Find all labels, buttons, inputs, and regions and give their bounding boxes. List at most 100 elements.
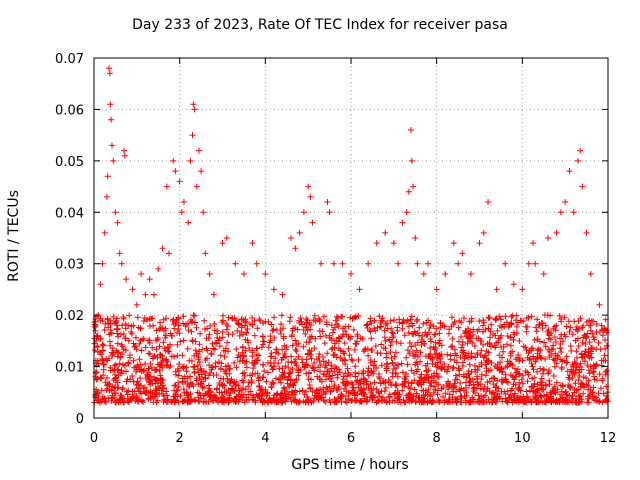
- data-point: [277, 391, 284, 398]
- data-point: [328, 322, 335, 329]
- data-point: [152, 376, 159, 383]
- data-point: [303, 324, 310, 331]
- data-point: [416, 324, 423, 331]
- data-point: [602, 345, 609, 352]
- data-point: [322, 376, 329, 383]
- data-point: [145, 396, 152, 403]
- data-point: [454, 396, 461, 403]
- data-point: [354, 333, 361, 340]
- data-point: [180, 386, 187, 393]
- data-point: [145, 350, 152, 357]
- data-point: [374, 324, 381, 331]
- data-point: [332, 399, 339, 406]
- data-point: [242, 319, 249, 326]
- data-point: [451, 383, 458, 390]
- data-point: [575, 392, 582, 399]
- data-point: [183, 368, 190, 375]
- data-point: [137, 361, 144, 368]
- data-point: [98, 387, 105, 394]
- data-point: [342, 382, 349, 389]
- data-point: [540, 367, 547, 374]
- data-point: [131, 364, 138, 371]
- data-point: [508, 313, 515, 320]
- data-point: [536, 385, 543, 392]
- data-point: [557, 391, 564, 398]
- data-point: [471, 384, 478, 391]
- data-point: [412, 342, 419, 349]
- data-point: [110, 377, 117, 384]
- data-point: [132, 334, 139, 341]
- data-point: [399, 325, 406, 332]
- data-point: [195, 147, 202, 154]
- data-point: [152, 367, 159, 374]
- data-point: [529, 375, 536, 382]
- data-point: [603, 367, 610, 374]
- data-point: [390, 366, 397, 373]
- data-point: [319, 353, 326, 360]
- data-point: [463, 399, 470, 406]
- data-point: [108, 330, 115, 337]
- data-point: [386, 336, 393, 343]
- data-point: [325, 373, 332, 380]
- data-point: [478, 338, 485, 345]
- data-point: [491, 342, 498, 349]
- data-point: [434, 387, 441, 394]
- data-point: [438, 342, 445, 349]
- data-point: [502, 260, 509, 267]
- data-point: [231, 378, 238, 385]
- data-point: [559, 358, 566, 365]
- data-point: [465, 354, 472, 361]
- data-point: [364, 346, 371, 353]
- data-point: [559, 382, 566, 389]
- data-point: [99, 341, 106, 348]
- data-point: [277, 330, 284, 337]
- data-point: [235, 351, 242, 358]
- data-point: [394, 395, 401, 402]
- data-point: [201, 368, 208, 375]
- data-point: [558, 365, 565, 372]
- data-point: [270, 286, 277, 293]
- data-point: [197, 330, 204, 337]
- data-point: [524, 369, 531, 376]
- data-point: [444, 351, 451, 358]
- data-point: [349, 357, 356, 364]
- data-point: [475, 335, 482, 342]
- data-point: [171, 325, 178, 332]
- data-point: [315, 387, 322, 394]
- data-point: [104, 357, 111, 364]
- data-point: [565, 398, 572, 405]
- data-point: [256, 387, 263, 394]
- data-point: [580, 381, 587, 388]
- data-point: [120, 346, 127, 353]
- data-point: [243, 364, 250, 371]
- data-point: [327, 399, 334, 406]
- data-point: [536, 321, 543, 328]
- data-point: [404, 361, 411, 368]
- data-point: [506, 394, 513, 401]
- data-point: [407, 316, 414, 323]
- data-point: [92, 327, 99, 334]
- data-point: [427, 382, 434, 389]
- data-point: [396, 316, 403, 323]
- data-point: [99, 260, 106, 267]
- data-point: [105, 65, 112, 72]
- data-point: [263, 378, 270, 385]
- data-point: [104, 374, 111, 381]
- data-point: [487, 367, 494, 374]
- data-point: [240, 391, 247, 398]
- data-point: [596, 301, 603, 308]
- data-point: [534, 368, 541, 375]
- data-point: [370, 370, 377, 377]
- data-point: [365, 372, 372, 379]
- data-point: [191, 352, 198, 359]
- data-point: [471, 342, 478, 349]
- data-point: [181, 397, 188, 404]
- data-point: [197, 395, 204, 402]
- data-point: [274, 390, 281, 397]
- data-point: [245, 383, 252, 390]
- data-point: [385, 379, 392, 386]
- data-point: [545, 235, 552, 241]
- data-point: [330, 260, 337, 267]
- data-point: [157, 325, 164, 332]
- data-point: [97, 374, 104, 381]
